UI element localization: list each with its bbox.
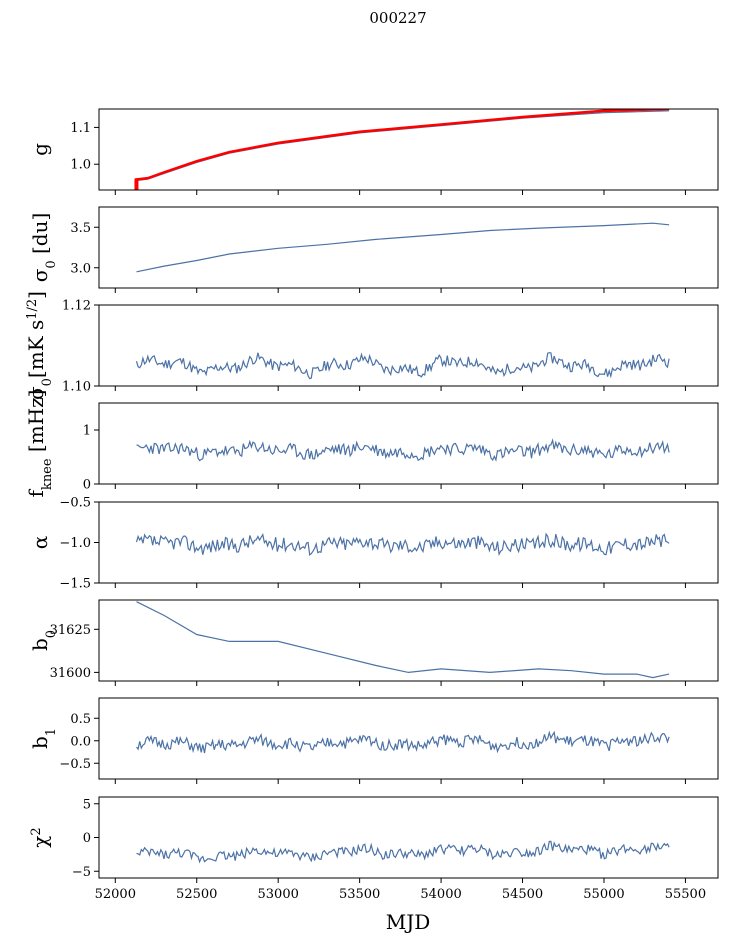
y-tick-label-b1: 0.5 (70, 712, 91, 727)
panel-chi2: −5 0 5 52000 52500 53000 53500 54000 54500 55000 5… (28, 796, 719, 902)
series-line-b1-0 (136, 730, 670, 754)
axes-frame-fknee (98, 402, 719, 485)
y-tick-label-b1: −0.5 (59, 757, 91, 772)
x-tick-label: 54000 (420, 887, 461, 902)
axes-frame-g (98, 108, 719, 191)
x-axis-label: MJD (386, 910, 431, 934)
y-tick-label-chi2: 0 (83, 831, 91, 846)
series-line-sigma0_du-0 (136, 222, 670, 273)
axes-frame-b1 (98, 697, 719, 780)
y-tick-label-sigma0_du: 3.5 (70, 221, 91, 236)
y-tick-label-alpha: −0.5 (59, 496, 91, 511)
series-line-g-0 (134, 110, 670, 182)
y-axis-label-sigma0_mK: σ0[mK s1/2] (24, 291, 55, 400)
axes-frame-sigma0_mK (98, 304, 719, 387)
x-tick-label: 54500 (502, 887, 543, 902)
y-axis-label-alpha: α (28, 536, 52, 550)
axes-frame-b0 (98, 599, 719, 682)
panel-alpha: −1.5 −1.0 −0.5 α (28, 496, 719, 592)
y-tick-label-sigma0_du: 3.0 (70, 261, 91, 276)
y-axis-label-b1: b1 (28, 728, 59, 749)
y-tick-label-fknee: 0 (83, 478, 91, 493)
panel-g: 1.0 1.1 g (28, 108, 719, 195)
y-tick-label-chi2: 5 (83, 797, 91, 812)
y-axis-label-g: g (28, 143, 52, 156)
x-tick-label: 53000 (258, 887, 299, 902)
y-tick-label-alpha: −1.0 (59, 536, 91, 551)
panel-sigma0_mK: 1.10 1.12 σ0[mK s1/2] (24, 291, 719, 400)
series-line-fknee-0 (136, 438, 670, 462)
y-tick-label-alpha: −1.5 (59, 577, 91, 592)
y-tick-label-sigma0_mK: 1.12 (62, 299, 91, 314)
series-line-chi2-0 (136, 840, 670, 864)
y-axis-label-chi2: χ2 (28, 827, 52, 847)
y-tick-label-g: 1.1 (70, 121, 91, 136)
y-tick-label-g: 1.0 (70, 158, 91, 173)
series-line-g-1 (134, 109, 670, 181)
panel-sigma0_du: 3.0 3.5 σ0 [du] (28, 206, 719, 293)
panel-b1: −0.5 0.0 0.5 b1 (28, 697, 719, 784)
y-axis-label-b0: b0 (28, 630, 59, 651)
x-tick-label: 55500 (665, 887, 706, 902)
x-tick-label: 52500 (176, 887, 217, 902)
x-tick-label: 55000 (583, 887, 624, 902)
axes-frame-sigma0_du (98, 206, 719, 289)
y-tick-label-chi2: −5 (72, 865, 91, 880)
series-line-b0-0 (136, 601, 670, 679)
y-tick-label-sigma0_mK: 1.10 (62, 380, 91, 395)
x-tick-label: 53500 (339, 887, 380, 902)
axes-frame-chi2 (98, 796, 719, 879)
y-axis-label-fknee: fknee [mHz] (24, 390, 55, 498)
series-line-alpha-0 (135, 532, 670, 557)
y-axis-label-sigma0_du: σ0 [du] (28, 213, 59, 283)
panel-fknee: 0 1 fknee [mHz] (24, 390, 719, 498)
y-tick-label-b0: 31600 (50, 666, 91, 681)
figure-title: 000227 (369, 9, 426, 27)
y-tick-label-fknee: 1 (83, 424, 91, 439)
series-line-sigma0_mK-0 (135, 352, 670, 380)
y-tick-label-b1: 0.0 (70, 734, 91, 749)
y-tick-label-b0: 31625 (50, 623, 91, 638)
x-tick-label: 52000 (95, 887, 136, 902)
